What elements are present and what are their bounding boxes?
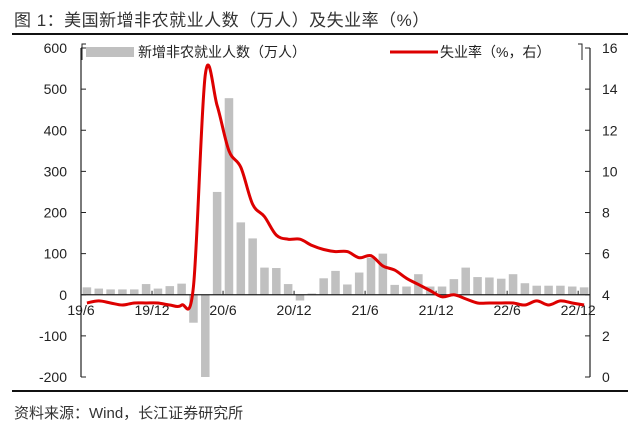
bar (437, 286, 447, 295)
x-axis-tick-label: 21/12 (419, 302, 454, 318)
x-axis-tick-label: 19/12 (134, 302, 169, 318)
bar (165, 286, 175, 295)
x-axis-tick-label: 21/6 (351, 302, 378, 318)
bar (319, 278, 328, 295)
right-axis-tick-label: 6 (602, 246, 610, 262)
bar (378, 253, 388, 295)
left-axis-tick-label: -100 (39, 328, 67, 344)
bar (212, 191, 222, 295)
right-axis-tick-label: 16 (602, 40, 618, 56)
bar (532, 285, 541, 295)
left-y-axis: 600 500 400 300 200 100 0 -100 -200 (39, 40, 86, 385)
bar (272, 268, 281, 295)
bar (141, 284, 151, 295)
bar (544, 285, 553, 295)
unemployment-line (86, 63, 585, 311)
bar (295, 294, 305, 301)
bar (520, 283, 530, 295)
left-axis-tick-label: 400 (44, 122, 68, 138)
bar (473, 277, 482, 295)
bar (106, 289, 115, 295)
bar-series-nonfarm-payrolls (82, 98, 589, 377)
left-axis-tick-label: 200 (44, 205, 68, 221)
x-axis-tick-label: 20/6 (209, 302, 236, 318)
bar (224, 98, 234, 295)
bar (579, 287, 589, 295)
bar (248, 238, 257, 295)
bar (496, 278, 506, 295)
legend-label-unemployment: 失业率（%，右） (440, 44, 550, 60)
chart-legend: 新增非农就业人数（万人） 失业率（%，右） (81, 43, 583, 60)
x-axis-tick-label: 19/6 (67, 302, 94, 318)
right-axis-tick-label: 2 (602, 328, 610, 344)
bar (82, 287, 92, 295)
bar (236, 222, 246, 295)
right-axis-tick-label: 12 (602, 122, 618, 138)
legend-label-payrolls: 新增非农就业人数（万人） (138, 44, 306, 60)
bar (118, 289, 127, 295)
x-axis-ticks: 19/6 19/12 20/6 20/12 21/6 21/12 22/6 22/12 (67, 290, 596, 318)
x-axis-tick-label: 22/6 (494, 302, 521, 318)
right-axis-tick-label: 10 (602, 163, 618, 179)
bar (556, 285, 565, 295)
top-rule (12, 33, 628, 35)
left-axis-tick-label: 500 (44, 81, 68, 97)
right-y-axis: 16 14 12 10 8 6 4 2 0 (585, 40, 618, 385)
bar (307, 293, 317, 295)
bar (402, 286, 411, 295)
left-axis-tick-label: 100 (44, 246, 68, 262)
bar (283, 284, 293, 295)
bar (567, 286, 577, 295)
bar (354, 272, 364, 295)
right-axis-tick-label: 4 (602, 287, 610, 303)
bar (508, 274, 518, 295)
source-note: 资料来源：Wind，长江证券研究所 (14, 405, 244, 422)
bar (177, 283, 186, 295)
bar (366, 257, 376, 295)
bottom-rule (12, 390, 628, 392)
bar (331, 270, 340, 295)
bar (94, 288, 104, 295)
bar (461, 267, 470, 295)
right-axis-tick-label: 0 (602, 369, 610, 385)
bar (189, 294, 198, 323)
x-axis-tick-label: 20/12 (277, 302, 312, 318)
figure-title: 图 1：美国新增非农就业人数（万人）及失业率（%） (14, 11, 430, 30)
right-axis-tick-label: 14 (602, 81, 618, 97)
bar (153, 288, 163, 295)
left-axis-tick-label: 600 (44, 40, 68, 56)
bar (343, 284, 352, 295)
right-axis-tick-label: 8 (602, 205, 610, 221)
bar (485, 277, 494, 295)
bar (130, 289, 139, 295)
legend-bar-swatch (86, 47, 134, 57)
bar (449, 279, 459, 295)
line-series-unemployment-rate (86, 63, 585, 311)
bar (201, 294, 210, 377)
left-axis-tick-label: -200 (39, 369, 67, 385)
left-axis-tick-label: 300 (44, 163, 68, 179)
x-axis-tick-label: 22/12 (561, 302, 596, 318)
bar (260, 267, 269, 295)
left-axis-tick-label: 0 (59, 287, 67, 303)
bar (390, 284, 399, 295)
